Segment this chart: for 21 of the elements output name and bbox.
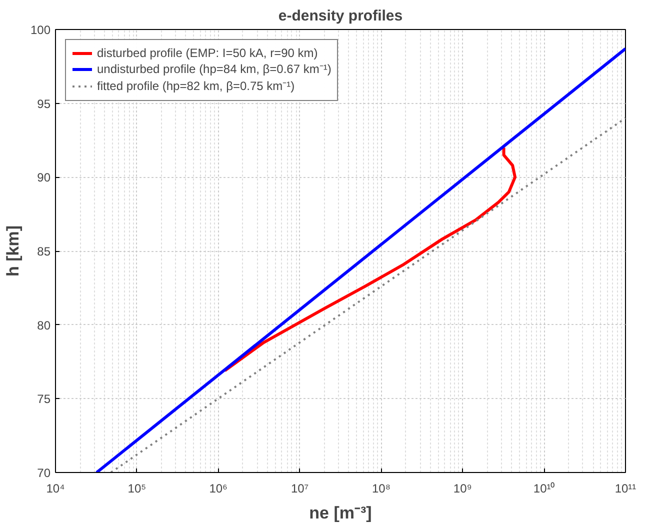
y-tick-label: 70	[37, 466, 51, 480]
y-tick-label: 85	[37, 244, 51, 258]
y-tick-label: 95	[37, 96, 51, 111]
x-tick-label: 10¹¹	[614, 482, 636, 496]
y-tick-label: 90	[37, 170, 51, 185]
y-axis-title: h [km]	[3, 226, 22, 276]
y-tick-label: 100	[30, 23, 51, 37]
legend-label: disturbed profile (EMP: I=50 kA, r=90 km)	[97, 46, 318, 60]
chart-title: e-density profiles	[278, 8, 403, 24]
legend-label: undisturbed profile (hp=84 km, β=0.67 km⁻¹)	[97, 61, 332, 77]
x-tick-label: 10⁹	[453, 482, 472, 496]
x-tick-label: 10⁸	[372, 482, 390, 496]
x-tick-label: 10⁵	[128, 482, 146, 496]
legend-label: fitted profile (hp=82 km, β=0.75 km⁻¹)	[97, 78, 295, 94]
x-axis-title: ne [m⁻³]	[309, 504, 372, 522]
y-tick-label: 80	[37, 318, 51, 332]
x-tick-label: 10⁴	[46, 482, 65, 496]
y-tick-label: 75	[37, 392, 51, 406]
x-tick-label: 10⁷	[290, 482, 309, 496]
x-tick-label: 10¹⁰	[533, 482, 555, 496]
x-tick-label: 10⁶	[209, 482, 228, 496]
